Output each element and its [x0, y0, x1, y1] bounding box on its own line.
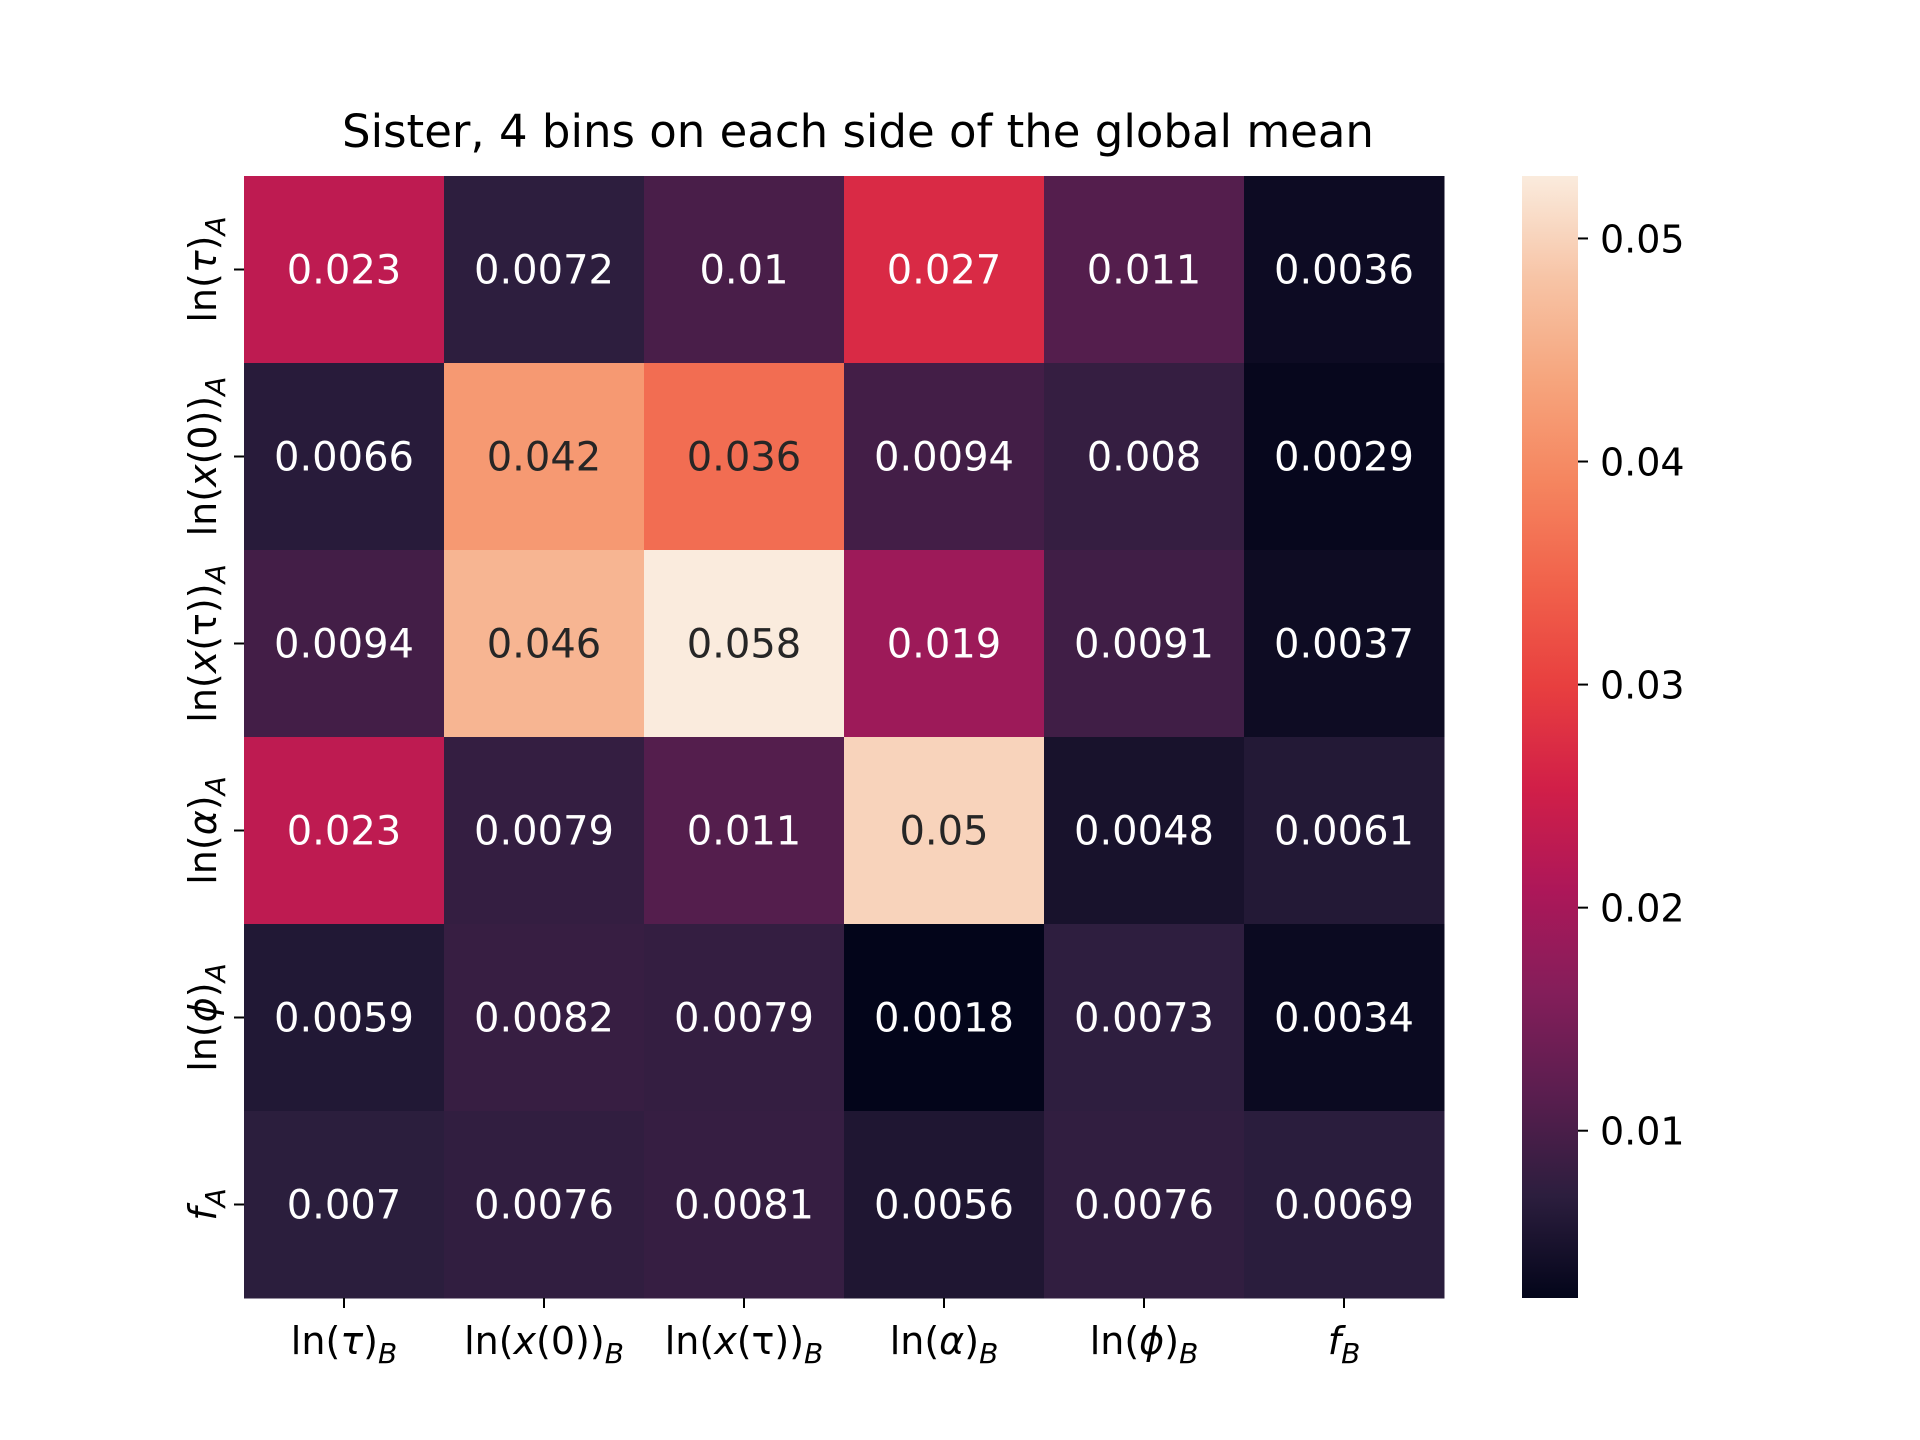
cell-value-label: 0.0072	[474, 248, 614, 294]
colorbar-gradient	[1522, 176, 1578, 1298]
x-tick-label: ln(τ)B	[291, 1319, 397, 1370]
colorbar-tick-label: 0.02	[1600, 887, 1685, 931]
colorbar-tick-label: 0.03	[1600, 664, 1685, 708]
x-tick-label: ln(ϕ)B	[1090, 1319, 1199, 1370]
cell-value-label: 0.046	[487, 622, 602, 668]
cell-value-label: 0.0061	[1274, 809, 1414, 855]
heatmap-cell	[444, 924, 645, 1112]
cell-value-label: 0.0036	[1274, 248, 1414, 294]
heatmap-cell	[444, 1111, 645, 1299]
heatmap-cell	[1044, 363, 1245, 551]
y-tick-label: ln(x(τ))A	[181, 564, 232, 722]
heatmap-cell	[844, 363, 1045, 551]
cell-value-label: 0.0034	[1274, 996, 1414, 1042]
heatmap-cells: 0.023 0.0072 0.01 0.027 0.011 0.0036 0.0066 0.0…	[244, 176, 1445, 1299]
y-tick-label: ln(x(0))A	[181, 377, 232, 537]
heatmap-cell	[1244, 176, 1445, 364]
heatmap-cell	[244, 1111, 445, 1299]
y-tick-label: ln(ϕ)A	[181, 963, 232, 1072]
heatmap-cell	[244, 550, 445, 738]
heatmap-cell	[1244, 737, 1445, 925]
heatmap-cell	[1244, 1111, 1445, 1299]
y-tick-label: ln(α)A	[181, 776, 232, 885]
cell-value-label: 0.023	[287, 809, 402, 855]
cell-value-label: 0.0048	[1074, 809, 1214, 855]
heatmap-cell	[644, 1111, 845, 1299]
heatmap-cell	[844, 737, 1045, 925]
y-axis: ln(τ)A ln(x(0))A ln(x(τ))A ln(α)A ln(ϕ)A fA	[181, 216, 244, 1221]
cell-value-label: 0.0079	[474, 809, 614, 855]
x-tick-label: fB	[1328, 1319, 1361, 1370]
cell-value-label: 0.0018	[874, 996, 1014, 1042]
heatmap-cell	[1244, 550, 1445, 738]
heatmap-cell	[1044, 737, 1245, 925]
x-axis: ln(τ)B ln(x(0))B ln(x(τ))B ln(α)B ln(ϕ)B fB	[291, 1298, 1361, 1370]
heatmap-cell	[444, 550, 645, 738]
cell-value-label: 0.058	[687, 622, 802, 668]
cell-value-label: 0.0037	[1274, 622, 1414, 668]
heatmap-cell	[844, 176, 1045, 364]
cell-value-label: 0.0094	[874, 435, 1014, 481]
cell-value-label: 0.023	[287, 248, 402, 294]
cell-value-label: 0.019	[887, 622, 1002, 668]
cell-value-label: 0.0076	[1074, 1183, 1214, 1229]
heatmap-cell	[1244, 924, 1445, 1112]
cell-value-label: 0.0029	[1274, 435, 1414, 481]
cell-value-label: 0.036	[687, 435, 802, 481]
cell-value-label: 0.0076	[474, 1183, 614, 1229]
heatmap-cell	[244, 737, 445, 925]
heatmap-cell	[644, 737, 845, 925]
cell-value-label: 0.0073	[1074, 996, 1214, 1042]
heatmap-cell	[644, 176, 845, 364]
x-tick-label: ln(α)B	[890, 1319, 999, 1370]
cell-value-label: 0.011	[1087, 248, 1202, 294]
chart-title: Sister, 4 bins on each side of the globa…	[342, 105, 1374, 158]
cell-value-label: 0.0059	[274, 996, 414, 1042]
heatmap-cell	[1044, 924, 1245, 1112]
x-tick-label: ln(x(τ))B	[665, 1319, 824, 1370]
heatmap-cell	[444, 737, 645, 925]
cell-value-label: 0.0056	[874, 1183, 1014, 1229]
colorbar-tick-label: 0.05	[1600, 217, 1685, 261]
cell-value-label: 0.042	[487, 435, 602, 481]
colorbar-tick-label: 0.01	[1600, 1110, 1685, 1154]
cell-value-label: 0.0079	[674, 996, 814, 1042]
cell-value-label: 0.007	[287, 1183, 402, 1229]
cell-value-label: 0.0066	[274, 435, 414, 481]
x-tick-label: ln(x(0))B	[464, 1319, 624, 1370]
heatmap-cell	[844, 1111, 1045, 1299]
cell-value-label: 0.05	[899, 809, 988, 855]
cell-value-label: 0.0069	[1274, 1183, 1414, 1229]
heatmap-cell	[244, 176, 445, 364]
heatmap-cell	[844, 924, 1045, 1112]
heatmap-cell	[844, 550, 1045, 738]
heatmap-cell	[1044, 176, 1245, 364]
y-tick-label: ln(τ)A	[181, 216, 232, 322]
colorbar: 0.01 0.02 0.03 0.04 0.05	[1522, 176, 1685, 1298]
heatmap-cell	[244, 363, 445, 551]
cell-value-label: 0.027	[887, 248, 1002, 294]
cell-value-label: 0.011	[687, 809, 802, 855]
cell-value-label: 0.0091	[1074, 622, 1214, 668]
cell-value-label: 0.01	[699, 248, 788, 294]
heatmap-cell	[244, 924, 445, 1112]
heatmap-cell	[444, 363, 645, 551]
heatmap-cell	[644, 924, 845, 1112]
cell-value-label: 0.0082	[474, 996, 614, 1042]
colorbar-tick-label: 0.04	[1600, 441, 1685, 485]
y-tick-label: fA	[181, 1188, 232, 1221]
cell-value-label: 0.0081	[674, 1183, 814, 1229]
heatmap-cell	[1244, 363, 1445, 551]
cell-value-label: 0.008	[1087, 435, 1202, 481]
cell-value-label: 0.0094	[274, 622, 414, 668]
heatmap-cell	[444, 176, 645, 364]
heatmap-cell	[1044, 1111, 1245, 1299]
heatmap-cell	[644, 363, 845, 551]
heatmap-cell	[1044, 550, 1245, 738]
heatmap-cell	[644, 550, 845, 738]
